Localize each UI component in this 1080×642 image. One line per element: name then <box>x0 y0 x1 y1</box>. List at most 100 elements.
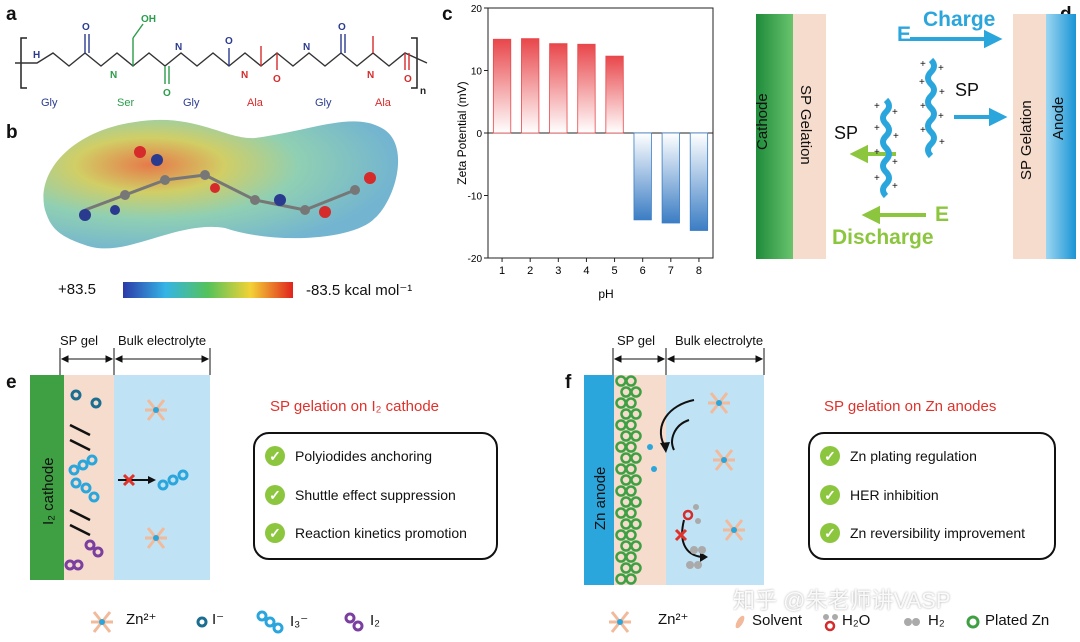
plated-zn-particle <box>630 518 642 530</box>
water-icon <box>823 614 838 632</box>
residue-label: Gly <box>41 97 58 109</box>
legend-i3: I₃⁻ <box>290 613 309 630</box>
bar-ph-7 <box>661 132 680 224</box>
cathode-label: Cathode <box>754 93 771 150</box>
bar-ph-6 <box>633 132 652 221</box>
svg-text:+: + <box>920 125 926 136</box>
zn-ion-icon <box>99 619 105 625</box>
atom-label-n: N <box>110 70 117 81</box>
benefit-label: Polyiodides anchoring <box>295 448 432 464</box>
benefit-item: ✓ Zn plating regulation <box>820 446 977 466</box>
i2-cathode-diagram <box>30 348 211 580</box>
plated-zn-particle <box>625 485 637 497</box>
plated-zn-particle <box>625 375 637 387</box>
benefit-item: ✓ Polyiodides anchoring <box>265 446 432 466</box>
sp-gel-label: SP gel <box>60 333 99 348</box>
residue-label: Ala <box>247 97 264 109</box>
check-icon: ✓ <box>265 523 285 543</box>
peptide-structure-svg: H O N O OH N O N O N O N O n Gly Ser Gly… <box>15 14 428 109</box>
svg-text:+: + <box>920 101 926 112</box>
svg-text:+: + <box>892 157 898 168</box>
panel-label-e: e <box>6 372 17 393</box>
svg-text:+: + <box>939 137 945 148</box>
plated-zn-particle <box>630 562 642 574</box>
legend-zn: Zn²⁺ <box>658 611 689 628</box>
svg-text:+: + <box>893 131 899 142</box>
plated-zn-particle <box>630 474 642 486</box>
benefit-label: HER inhibition <box>850 487 939 503</box>
legend-i2: I₂ <box>370 612 380 629</box>
atom-label-n: N <box>241 70 248 81</box>
repeat-subscript-n: n <box>420 86 426 97</box>
sp-gelation-label-right: SP Gelation <box>1018 100 1035 180</box>
field-e-top: E <box>897 23 912 46</box>
y-axis-label: Zeta Potential (mV) <box>455 81 469 184</box>
y-tick-label: 0 <box>476 129 482 140</box>
bar-ph-5 <box>605 55 624 134</box>
colorbar <box>123 282 293 298</box>
y-tick-label: -20 <box>468 254 483 265</box>
plated-zn-particle <box>630 496 642 508</box>
panel-f-title: SP gelation on Zn anodes <box>824 398 997 415</box>
hydrogen-icon <box>904 618 920 626</box>
atom-label-oh: OH <box>141 14 156 25</box>
colorbar-max-label: -83.5 kcal mol⁻¹ <box>306 282 413 299</box>
plated-zn-particle <box>630 386 642 398</box>
triiodide-icon <box>256 610 284 634</box>
atom-label-o: O <box>82 22 90 33</box>
x-tick-label: 2 <box>527 265 533 277</box>
solvent-icon <box>735 615 745 629</box>
check-icon: ✓ <box>820 446 840 466</box>
bar-ph-3 <box>549 43 568 134</box>
svg-text:+: + <box>874 101 880 112</box>
panel-label-c: c <box>442 4 453 25</box>
plated-zn-particle <box>625 573 637 585</box>
panel-label-f: f <box>565 372 572 393</box>
sp-label-right: SP <box>955 80 980 100</box>
svg-text:+: + <box>938 63 944 74</box>
electrostatic-potential-map <box>43 119 399 298</box>
atom-label-o: O <box>225 36 233 47</box>
zn-ion-icon <box>617 619 623 625</box>
atom-label-o: O <box>163 88 171 99</box>
bulk-electrolyte-label: Bulk electrolyte <box>675 333 764 348</box>
cathode-electrode <box>756 14 793 259</box>
benefit-item: ✓ Shuttle effect suppression <box>265 485 456 505</box>
sp-gelation-label-left: SP Gelation <box>797 85 814 165</box>
colorbar-min-label: +83.5 <box>58 281 96 298</box>
benefit-item: ✓ HER inhibition <box>820 485 939 505</box>
atom-label-o: O <box>273 74 281 85</box>
residue-label: Gly <box>183 97 200 109</box>
check-icon: ✓ <box>820 523 840 543</box>
iodine-icon <box>344 612 364 632</box>
x-axis-label: pH <box>598 287 613 301</box>
plated-zn-particle <box>625 551 637 563</box>
plated-zn-particle <box>625 419 637 431</box>
benefit-label: Shuttle effect suppression <box>295 487 456 503</box>
i2-cathode-label: I₂ cathode <box>40 457 57 525</box>
panel-label-a: a <box>6 4 17 25</box>
panel-e-legend-icons <box>91 610 364 634</box>
plated-zn-particle <box>630 540 642 552</box>
residue-label: Ala <box>375 97 392 109</box>
panel-e-title: SP gelation on I₂ cathode <box>270 398 440 415</box>
charge-label: Charge <box>923 8 996 31</box>
plated-zn-particle <box>630 430 642 442</box>
y-tick-label: 10 <box>471 67 483 78</box>
zeta-potential-chart: 20 10 0 -10 -20 1 2 3 4 5 6 7 8 pH Zeta Potential (m… <box>455 4 714 301</box>
x-tick-label: 1 <box>499 265 505 277</box>
benefit-label: Zn plating regulation <box>850 448 977 464</box>
benefit-label: Reaction kinetics promotion <box>295 525 467 541</box>
plated-zn-particle <box>625 397 637 409</box>
svg-text:+: + <box>939 87 945 98</box>
residue-label: Ser <box>117 97 134 109</box>
atom-label-n: N <box>303 42 310 53</box>
bar-ph-2 <box>521 38 540 134</box>
svg-text:+: + <box>874 123 880 134</box>
sp-label-left: SP <box>834 123 859 143</box>
panel-f-legend-icons <box>609 611 980 633</box>
svg-text:+: + <box>874 147 880 158</box>
sp-gel-label: SP gel <box>617 333 656 348</box>
legend-i-minus: I⁻ <box>212 611 225 628</box>
x-tick-label: 7 <box>668 265 674 277</box>
